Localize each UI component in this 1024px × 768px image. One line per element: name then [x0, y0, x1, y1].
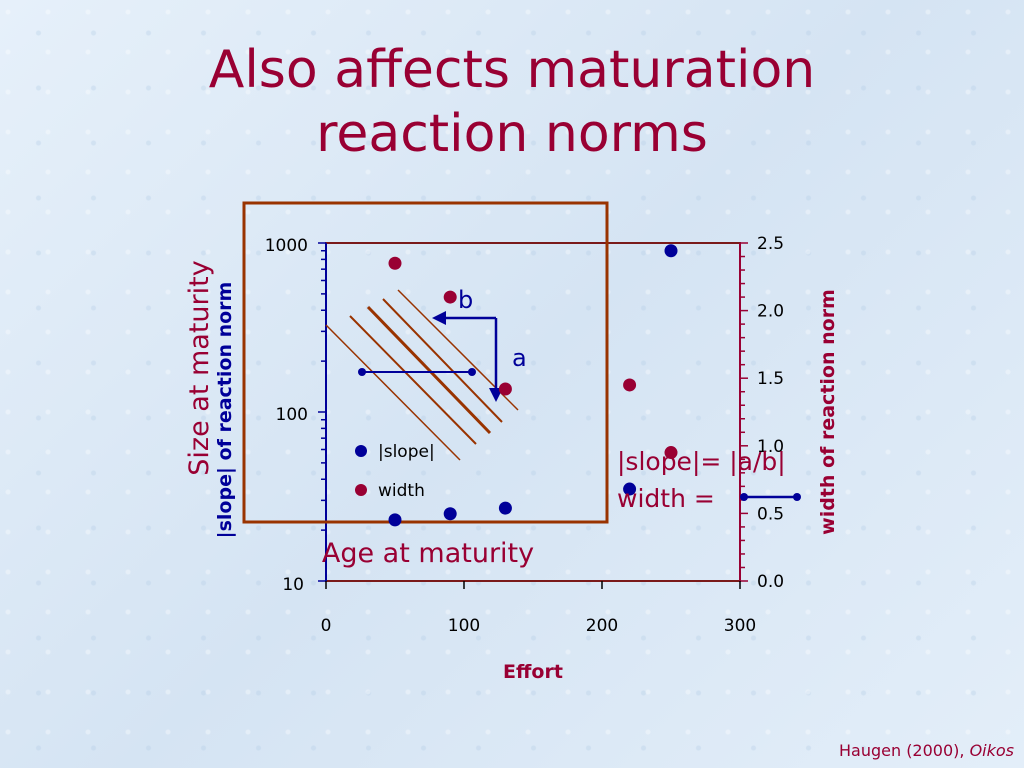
x-tick-label: 100	[448, 616, 480, 636]
slope-point	[664, 244, 678, 258]
right-tick-label: 0.0	[757, 572, 784, 592]
width-point	[443, 290, 457, 304]
left-tick-label-10: 10	[282, 575, 304, 595]
label-b: b	[458, 286, 473, 314]
data-points	[388, 244, 678, 527]
x-axis-tick-labels: 0 100 200 300	[321, 616, 757, 636]
right-tick-label: 2.0	[757, 302, 784, 322]
inset-y-label: Size at maturity	[184, 260, 215, 475]
x-tick-label: 200	[586, 616, 618, 636]
left-tick-label-1000: 1000	[265, 236, 308, 256]
reaction-norm-line	[366, 305, 492, 435]
formula-width-segment-end	[793, 493, 801, 501]
right-tick-label: 2.5	[757, 234, 784, 254]
legend-slope-marker	[355, 445, 367, 457]
left-axis-ticks	[318, 242, 326, 582]
x-tick-label: 0	[321, 616, 332, 636]
width-point	[388, 256, 402, 270]
formula-width: width =	[617, 484, 715, 513]
right-tick-label: 0.5	[757, 504, 784, 524]
right-tick-label: 1.0	[757, 437, 784, 457]
formula-width-segment-end	[740, 493, 748, 501]
legend-width-label: width	[378, 481, 425, 501]
reaction-norm-line	[325, 324, 461, 461]
right-axis-label: width of reaction norm	[817, 289, 839, 535]
title-line-2: reaction norms	[316, 104, 708, 164]
right-axis-tick-labels: 0.0 0.5 1.0 1.5 2.0 2.5	[757, 234, 784, 592]
formula-slope: |slope|= |a/b|	[617, 447, 786, 476]
reaction-norm-line	[349, 315, 477, 445]
left-tick-label-100: 100	[276, 405, 308, 425]
citation-journal: Oikos	[969, 741, 1014, 760]
b-arrowhead	[432, 311, 446, 325]
width-point	[498, 382, 512, 396]
slope-point	[388, 513, 402, 527]
slope-point	[623, 482, 637, 496]
inset-frame	[242, 201, 609, 524]
inset-x-label: Age at maturity	[322, 538, 534, 569]
x-axis-label: Effort	[503, 661, 563, 683]
slope-point	[498, 501, 512, 515]
chart-plot-area	[325, 242, 741, 582]
width-segment-end	[468, 368, 476, 376]
citation-author: Haugen (2000),	[838, 741, 970, 760]
width-point	[664, 446, 678, 460]
legend-width-marker	[355, 484, 367, 496]
slide-title: Also affects maturation reaction norms	[0, 38, 1024, 166]
x-tick-label: 300	[724, 616, 756, 636]
left-axis-label: |slope| of reaction norm	[214, 282, 236, 539]
width-segment-end	[358, 368, 366, 376]
label-a: a	[512, 344, 527, 372]
legend-slope-label: |slope|	[378, 442, 435, 462]
slope-point	[443, 507, 457, 521]
width-point	[623, 378, 637, 392]
title-line-1: Also affects maturation	[208, 40, 816, 100]
right-tick-label: 1.5	[757, 369, 784, 389]
citation: Haugen (2000), Oikos	[839, 741, 1014, 760]
reaction-norm-line	[382, 298, 503, 423]
x-axis-ticks	[325, 581, 741, 589]
right-axis-ticks	[740, 242, 748, 582]
